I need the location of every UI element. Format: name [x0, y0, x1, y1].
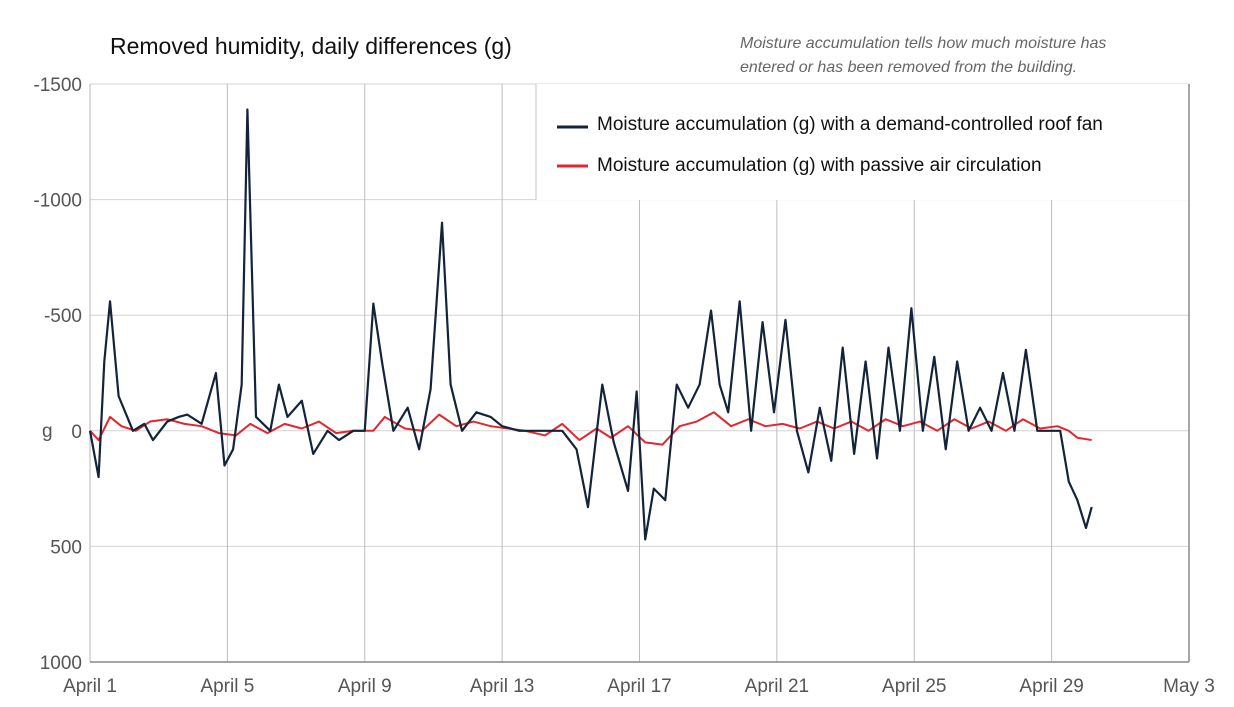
legend-label-roof-fan: Moisture accumulation (g) with a demand-…	[597, 114, 1103, 135]
x-tick-label-0: April 1	[63, 676, 117, 697]
series-line-passive	[89, 411, 1092, 446]
legend-background	[536, 84, 1189, 200]
series-line-roof-fan	[88, 108, 1093, 541]
x-tick-label-4: April 17	[607, 676, 671, 697]
chart-title: Removed humidity, daily differences (g)	[110, 33, 512, 59]
y-tick-label-2: -500	[44, 306, 82, 327]
chart-note-line-1: Moisture accumulation tells how much moi…	[740, 35, 1106, 52]
y-tick-label-0: -1500	[33, 75, 82, 96]
legend: Moisture accumulation (g) with a demand-…	[535, 84, 1190, 200]
y-tick-label-3: 0	[71, 422, 82, 443]
y-tick-labels: -1500 -1000 -500 0 500 1000	[33, 75, 82, 674]
y-tick-label-4: 500	[50, 537, 82, 558]
x-tick-label-7: April 29	[1019, 676, 1083, 697]
x-tick-label-8: May 3	[1163, 676, 1215, 697]
y-tick-label-1: -1000	[33, 191, 82, 212]
axes	[90, 200, 1190, 663]
x-tick-label-3: April 13	[470, 676, 534, 697]
x-tick-label-5: April 21	[745, 676, 809, 697]
chart-note-line-2: entered or has been removed from the bui…	[740, 59, 1077, 76]
legend-label-passive: Moisture accumulation (g) with passive a…	[597, 155, 1042, 176]
y-unit-label: g	[42, 421, 53, 442]
x-tick-labels: April 1 April 5 April 9 April 13 April 17 Apr…	[63, 676, 1215, 697]
x-tick-label-2: April 9	[338, 676, 392, 697]
x-tick-label-1: April 5	[200, 676, 254, 697]
x-tick-label-6: April 25	[882, 676, 946, 697]
y-tick-label-5: 1000	[40, 653, 82, 674]
series-lines	[88, 108, 1093, 541]
